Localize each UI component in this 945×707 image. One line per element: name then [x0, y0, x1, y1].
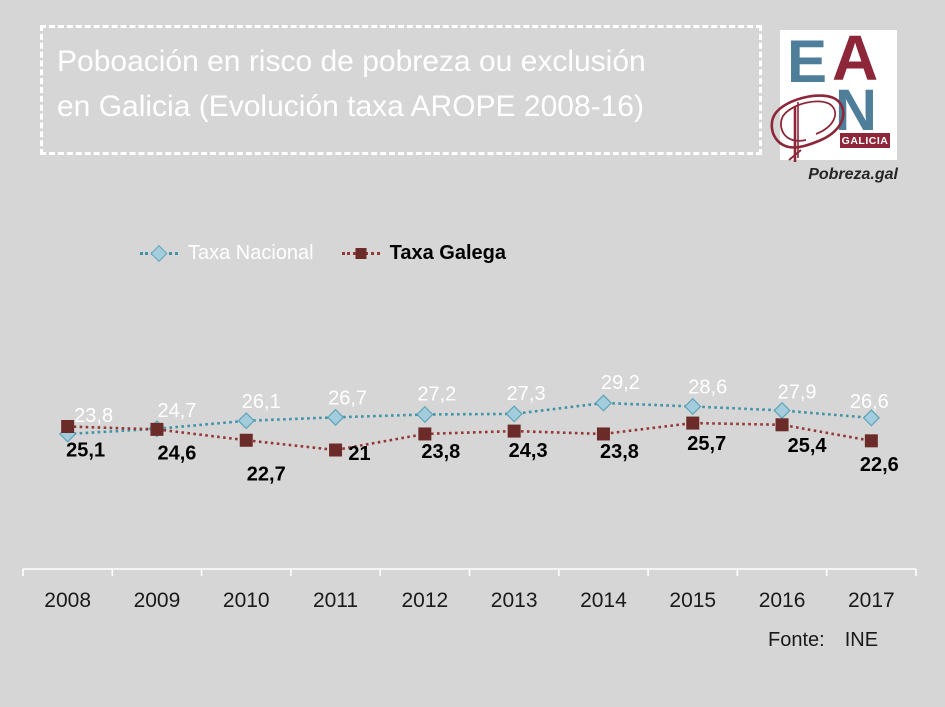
svg-text:26,1: 26,1: [242, 391, 281, 413]
nacional-line-sample-icon: [140, 245, 178, 262]
logo-region-banner: GALICIA: [840, 133, 890, 148]
svg-text:2012: 2012: [401, 589, 448, 612]
svg-text:2014: 2014: [580, 589, 627, 612]
legend-item-taxa-galega: Taxa Galega: [341, 242, 506, 265]
svg-text:22,6: 22,6: [860, 454, 899, 476]
svg-text:26,6: 26,6: [850, 391, 889, 413]
svg-text:25,7: 25,7: [687, 433, 726, 455]
website-label: Pobreza.gal: [808, 166, 898, 183]
svg-text:27,9: 27,9: [778, 381, 817, 403]
svg-text:2013: 2013: [491, 589, 538, 612]
svg-text:27,3: 27,3: [507, 383, 546, 405]
legend-label-taxa-nacional: Taxa Nacional: [188, 242, 314, 264]
svg-text:26,7: 26,7: [328, 387, 367, 409]
galega-line-sample-icon: [341, 248, 380, 259]
svg-text:2008: 2008: [44, 589, 91, 612]
logo-letter-e: E: [787, 28, 828, 95]
svg-text:29,2: 29,2: [601, 372, 640, 394]
svg-text:2017: 2017: [848, 589, 895, 612]
source-value: INE: [844, 629, 879, 651]
svg-text:28,6: 28,6: [688, 376, 727, 398]
svg-text:21: 21: [348, 443, 370, 465]
slide-title-line1: Poboación en risco de pobreza ou exclusi…: [57, 45, 646, 78]
svg-text:24,3: 24,3: [509, 440, 548, 462]
legend-label-taxa-galega: Taxa Galega: [389, 242, 506, 264]
svg-text:24,6: 24,6: [157, 442, 196, 464]
chart-legend: Taxa Nacional Taxa Galega: [140, 242, 506, 265]
svg-text:23,8: 23,8: [74, 405, 113, 427]
logo-letter-p-sketch-icon: [770, 94, 845, 162]
svg-text:2009: 2009: [134, 589, 181, 612]
svg-text:2010: 2010: [223, 589, 270, 612]
svg-text:2016: 2016: [759, 589, 806, 612]
svg-text:2015: 2015: [669, 589, 716, 612]
title-box: Poboación en risco de pobreza ou exclusi…: [40, 25, 762, 155]
svg-text:23,8: 23,8: [600, 441, 639, 463]
svg-text:25,1: 25,1: [66, 440, 105, 462]
eapn-galicia-logo: E A N GALICIA: [770, 26, 897, 162]
svg-text:24,7: 24,7: [157, 400, 196, 422]
logo-letter-a: A: [832, 22, 879, 94]
source-label: Fonte:: [768, 629, 825, 651]
svg-text:25,4: 25,4: [788, 435, 828, 457]
galega-square-marker-icon: [355, 248, 367, 259]
svg-text:2011: 2011: [313, 589, 358, 612]
source-note: Fonte: INE: [768, 629, 878, 652]
svg-text:22,7: 22,7: [247, 463, 286, 485]
svg-text:23,8: 23,8: [421, 441, 460, 463]
svg-text:27,2: 27,2: [417, 383, 456, 405]
slide-title-line2: en Galicia (Evolución taxa AROPE 2008-16…: [57, 90, 644, 123]
legend-item-taxa-nacional: Taxa Nacional: [140, 242, 314, 265]
